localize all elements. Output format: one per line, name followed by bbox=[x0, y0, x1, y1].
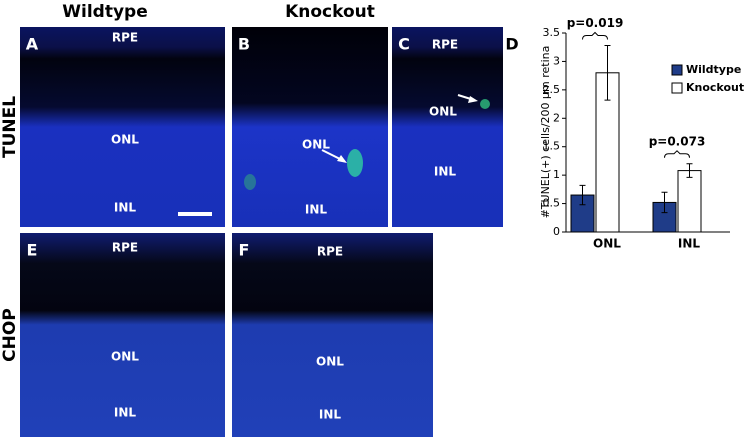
bar bbox=[677, 170, 702, 233]
error-bar bbox=[661, 191, 668, 214]
layer-label: RPE bbox=[317, 245, 343, 259]
y-tick-label: 3 bbox=[553, 54, 560, 67]
micrograph bbox=[232, 233, 433, 437]
arrow-head bbox=[337, 155, 347, 163]
micrograph bbox=[20, 233, 225, 437]
micrograph bbox=[20, 27, 225, 227]
y-tick-label: 3.5 bbox=[543, 26, 561, 39]
error-bar bbox=[579, 184, 586, 206]
significance-bracket bbox=[664, 150, 690, 158]
panel-letter: D bbox=[505, 35, 518, 54]
legend-label: Knockout bbox=[686, 81, 744, 94]
layer-label: ONL bbox=[316, 355, 344, 369]
row-header: CHOP bbox=[0, 308, 20, 362]
y-tick-label: 1.5 bbox=[543, 140, 561, 153]
x-tick-label: ONL bbox=[593, 237, 621, 251]
row-header: TUNEL bbox=[0, 96, 20, 158]
arrow-head bbox=[468, 96, 478, 103]
y-tick-label: 0 bbox=[553, 225, 560, 238]
micrograph bbox=[392, 27, 503, 227]
error-bar bbox=[686, 163, 693, 178]
panel-letter: A bbox=[26, 35, 39, 54]
column-header: Wildtype bbox=[62, 2, 147, 22]
annotation: p=0.073 bbox=[649, 134, 706, 148]
panel-letter: E bbox=[27, 241, 38, 260]
error-bar bbox=[604, 45, 611, 101]
tunel-cell bbox=[347, 149, 363, 177]
y-axis-label: #TUNEL(+) cells/200 μm retina bbox=[539, 46, 552, 219]
y-tick-label: 1 bbox=[553, 168, 560, 181]
y-tick-label: 2.5 bbox=[543, 83, 561, 96]
layer-label: RPE bbox=[112, 31, 138, 45]
annotation: p=0.019 bbox=[567, 16, 624, 30]
column-header: Knockout bbox=[285, 2, 375, 22]
y-tick-label: 2 bbox=[553, 111, 560, 124]
layer-label: RPE bbox=[432, 38, 458, 52]
layer-label: ONL bbox=[111, 133, 139, 147]
panel-letter: B bbox=[238, 35, 250, 54]
legend-swatch bbox=[671, 82, 683, 94]
panel-letter: F bbox=[239, 241, 250, 260]
y-tick-label: 0.5 bbox=[543, 197, 561, 210]
micrograph bbox=[232, 27, 388, 227]
layer-label: ONL bbox=[429, 105, 457, 119]
tunel-cell bbox=[480, 99, 490, 109]
layer-label: INL bbox=[319, 408, 342, 422]
tunel-cell bbox=[244, 174, 256, 190]
layer-label: ONL bbox=[111, 350, 139, 364]
significance-bracket bbox=[582, 31, 608, 40]
x-tick-label: INL bbox=[678, 237, 701, 251]
panel-letter: C bbox=[398, 35, 410, 54]
layer-label: RPE bbox=[112, 241, 138, 255]
legend-label: Wildtype bbox=[686, 63, 741, 76]
layer-label: ONL bbox=[302, 138, 330, 152]
layer-label: INL bbox=[434, 165, 457, 179]
layer-label: INL bbox=[114, 201, 137, 215]
legend-swatch bbox=[671, 64, 683, 76]
layer-label: INL bbox=[305, 203, 328, 217]
layer-label: INL bbox=[114, 406, 137, 420]
